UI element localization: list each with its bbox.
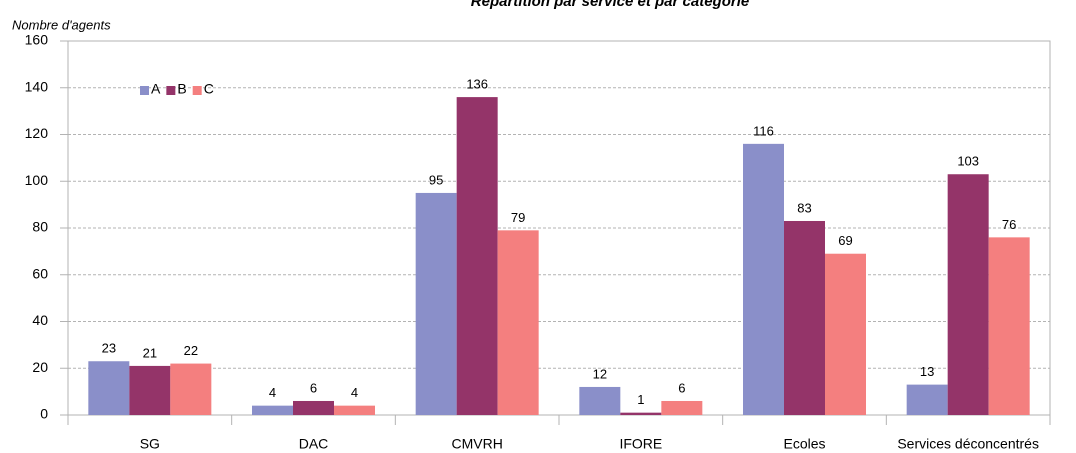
- data-label: 1: [637, 392, 644, 407]
- legend-label: B: [177, 81, 186, 97]
- data-label: 103: [957, 154, 979, 169]
- y-tick-label: 120: [25, 125, 49, 141]
- bar: [784, 220, 825, 415]
- chart-title: Répartition par service et par catégorie: [471, 0, 749, 10]
- x-tick-label: DAC: [299, 436, 329, 452]
- y-tick-label: 0: [40, 406, 48, 422]
- y-tick-label: 80: [32, 219, 48, 235]
- bar: [456, 97, 498, 415]
- legend-label: A: [151, 81, 161, 97]
- bar: [579, 386, 621, 415]
- legend-swatch: [192, 86, 202, 95]
- bar: [947, 174, 989, 415]
- data-label: 69: [838, 233, 852, 248]
- legend-label: C: [204, 81, 214, 97]
- bar: [620, 412, 662, 415]
- x-tick-label: IFORE: [619, 436, 662, 452]
- y-tick-label: 160: [25, 32, 49, 48]
- bar: [825, 253, 866, 415]
- x-tick-label: SG: [140, 436, 160, 452]
- y-tick-label: 20: [32, 359, 48, 375]
- data-label: 79: [511, 210, 525, 225]
- x-tick-label: CMVRH: [451, 436, 502, 452]
- data-label: 21: [143, 345, 157, 360]
- legend-swatch: [166, 86, 176, 95]
- y-tick-label: 140: [25, 78, 49, 94]
- data-label: 6: [310, 380, 317, 395]
- bar: [661, 400, 703, 415]
- legend-swatch: [140, 86, 149, 95]
- y-tick-label: 100: [25, 172, 49, 188]
- data-label: 22: [184, 343, 198, 358]
- bar: [497, 230, 539, 415]
- bar: [293, 400, 334, 415]
- y-tick-label: 40: [32, 312, 48, 328]
- bar: [906, 384, 948, 415]
- bar: [129, 365, 171, 415]
- data-label: 12: [593, 366, 607, 381]
- x-tick-label: Services déconcentrés: [897, 436, 1039, 452]
- bar: [415, 192, 457, 415]
- data-label: 83: [797, 200, 811, 215]
- bar: [88, 361, 130, 415]
- data-label: 6: [678, 380, 685, 395]
- bar: [334, 405, 375, 415]
- data-label: 95: [429, 172, 443, 187]
- x-tick-label: Ecoles: [783, 436, 825, 452]
- data-label: 4: [351, 385, 358, 400]
- data-label: 4: [269, 385, 276, 400]
- bar: [170, 363, 212, 415]
- y-tick-label: 60: [32, 265, 48, 281]
- y-axis-label: Nombre d'agents: [12, 17, 111, 32]
- data-label: 13: [920, 364, 934, 379]
- data-label: 23: [102, 341, 116, 356]
- bar: [988, 237, 1030, 415]
- data-label: 116: [753, 123, 774, 138]
- data-label: 76: [1002, 217, 1016, 232]
- bar: [252, 405, 293, 415]
- data-label: 136: [466, 77, 488, 92]
- bar: [743, 143, 784, 415]
